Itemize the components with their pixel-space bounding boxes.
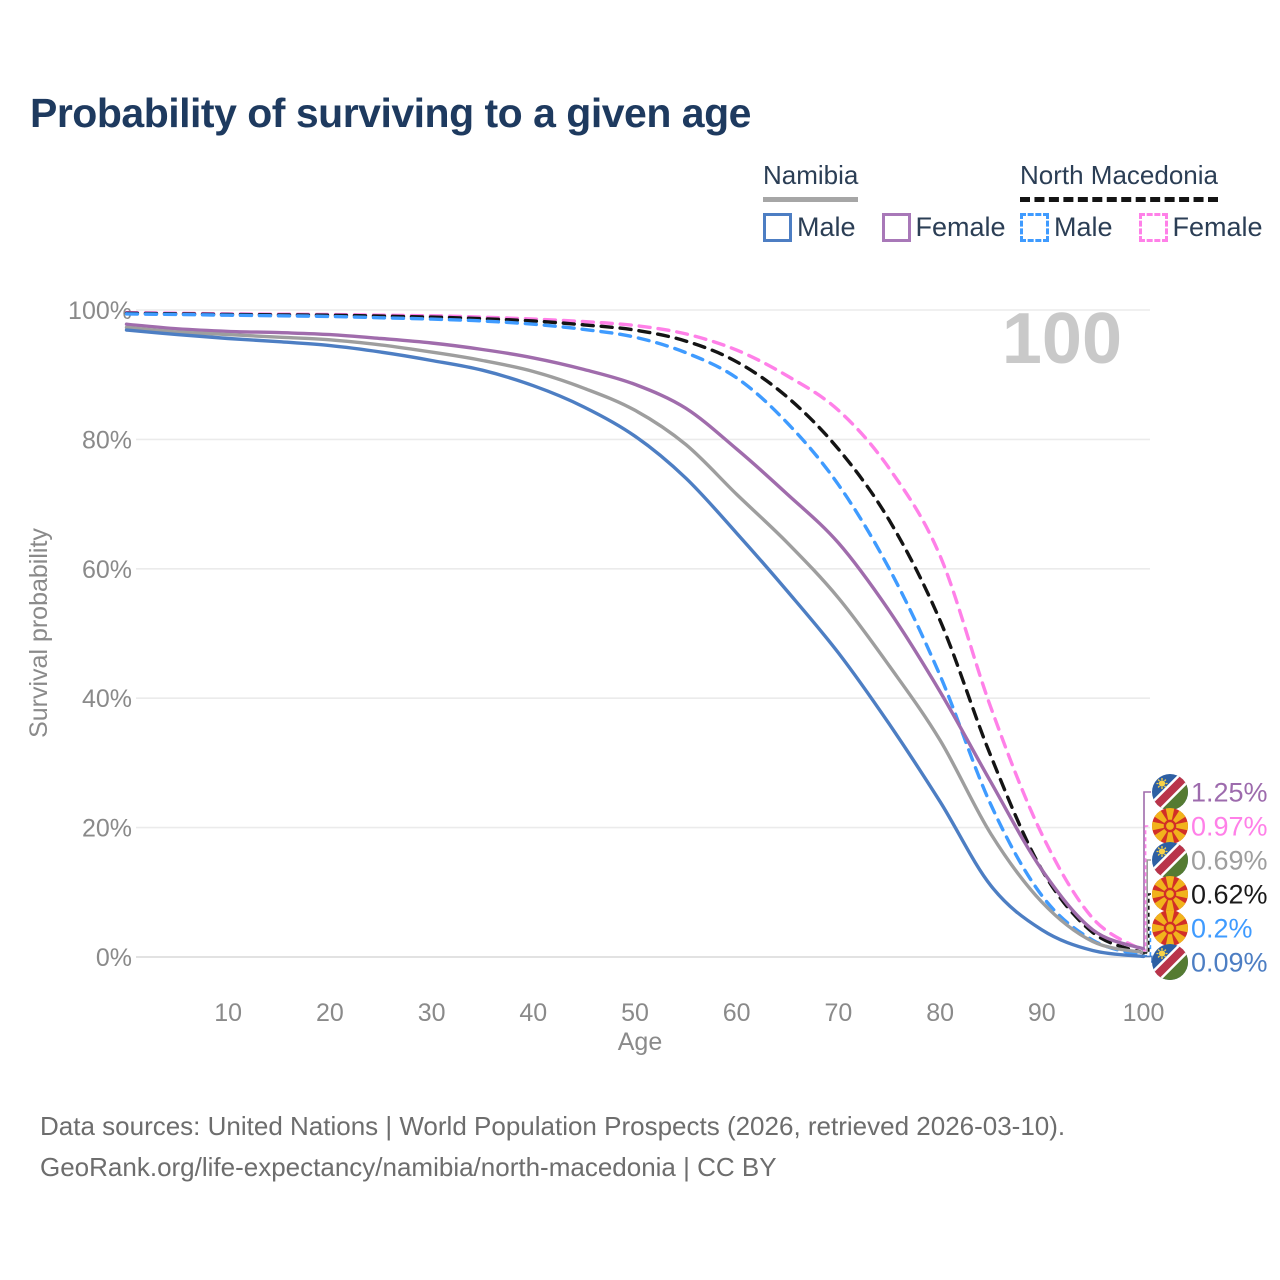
- footer-sources-line: Data sources: United Nations | World Pop…: [40, 1111, 1066, 1141]
- y-axis-tick-label: 40%: [82, 685, 132, 713]
- x-axis-tick-label: 80: [926, 999, 954, 1027]
- end-value-label: 1.25%: [1191, 778, 1268, 808]
- y-axis-title: Survival probability: [25, 528, 53, 738]
- age-watermark: 100: [1002, 299, 1122, 379]
- legend-item-north-macedonia-male[interactable]: Male: [1020, 212, 1113, 243]
- legend-item-north-macedonia-female[interactable]: Female: [1138, 212, 1263, 243]
- x-axis-tick-label: 50: [621, 999, 649, 1027]
- y-axis-tick-label: 80%: [82, 426, 132, 454]
- y-axis-tick-label: 20%: [82, 815, 132, 843]
- namibia-flag-icon: [1150, 840, 1190, 880]
- series-line-namibia-male: [124, 328, 1146, 959]
- x-axis-tick-label: 100: [1123, 999, 1165, 1027]
- namibia-flag-icon: [1150, 942, 1190, 982]
- end-value-label: 0.69%: [1191, 846, 1268, 876]
- y-axis-tick-label: 60%: [82, 556, 132, 584]
- legend-item-namibia-male[interactable]: Male: [763, 212, 856, 243]
- y-axis-tick-label: 0%: [96, 944, 132, 972]
- legend-item-label: Male: [797, 212, 856, 242]
- end-label-connector: [1143, 791, 1151, 950]
- y-axis-tick-label: 100%: [68, 297, 132, 325]
- page-title: Probability of surviving to a given age: [30, 90, 751, 136]
- north-macedonia-flag-icon: [1151, 807, 1189, 845]
- x-axis-tick-label: 10: [214, 999, 242, 1027]
- end-label-connector: [1143, 825, 1151, 952]
- x-axis-tick-label: 60: [723, 999, 751, 1027]
- legend-country-north-macedonia: North Macedonia: [1020, 160, 1218, 202]
- north-macedonia-female-swatch-icon: [1138, 213, 1168, 242]
- north-macedonia-flag-icon: [1151, 875, 1189, 913]
- series-line-north-macedonia-both-sexes: [124, 311, 1146, 955]
- end-value-label: 0.97%: [1191, 812, 1268, 842]
- legend-group-namibia: Namibia Male Female: [763, 160, 1006, 243]
- north-macedonia-male-swatch-icon: [1020, 213, 1049, 242]
- legend-item-label: Female: [1172, 212, 1263, 242]
- series-line-namibia-both-sexes: [124, 325, 1146, 955]
- footer-link-line: GeoRank.org/life-expectancy/namibia/nort…: [40, 1152, 777, 1182]
- x-axis-tick-label: 70: [824, 999, 852, 1027]
- series-line-north-macedonia-male: [124, 312, 1146, 958]
- end-value-label: 0.2%: [1191, 914, 1253, 944]
- namibia-female-swatch-icon: [881, 213, 911, 242]
- namibia-flag-icon: [1150, 772, 1190, 812]
- x-axis-title: Age: [618, 1028, 662, 1056]
- x-axis-tick-label: 90: [1028, 999, 1056, 1027]
- x-axis-tick-label: 30: [418, 999, 446, 1027]
- end-label-connector: [1143, 893, 1151, 954]
- legend-group-north-macedonia: North Macedonia Male Female: [1020, 160, 1263, 243]
- data-source-footer: Data sources: United Nations | World Pop…: [40, 1106, 1065, 1188]
- north-macedonia-flag-icon: [1151, 909, 1189, 947]
- legend-item-label: Female: [915, 212, 1006, 242]
- end-value-label: 0.62%: [1191, 880, 1268, 910]
- namibia-male-swatch-icon: [763, 213, 792, 242]
- series-line-namibia-female: [124, 322, 1146, 951]
- legend-country-namibia: Namibia: [763, 160, 859, 202]
- end-value-label: 0.09%: [1191, 948, 1268, 978]
- end-label-connector: [1143, 955, 1153, 963]
- series-line-north-macedonia-female: [124, 310, 1146, 953]
- x-axis-tick-label: 40: [519, 999, 547, 1027]
- legend-item-label: Male: [1054, 212, 1113, 242]
- legend-item-namibia-female[interactable]: Female: [881, 212, 1006, 243]
- x-axis-tick-label: 20: [316, 999, 344, 1027]
